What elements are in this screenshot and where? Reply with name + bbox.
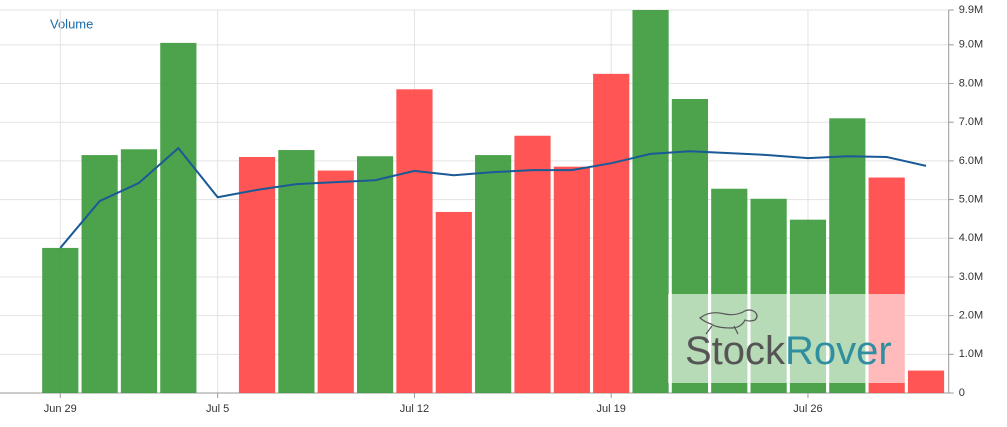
watermark-rover: Rover [785, 329, 892, 373]
bar [907, 370, 945, 393]
y-tick-label: 5.0M [959, 193, 983, 205]
x-tick-label: Jul 12 [400, 403, 429, 415]
bar [632, 10, 669, 393]
bar [81, 155, 118, 393]
bar [435, 211, 472, 393]
bar [396, 89, 433, 394]
bar [278, 150, 315, 393]
y-tick-label: 1.0M [959, 348, 983, 360]
y-tick-label: 2.0M [959, 310, 983, 322]
y-tick-label: 6.0M [959, 155, 983, 167]
y-tick-label: 9.9M [959, 4, 983, 16]
x-tick-label: Jul 5 [206, 403, 229, 415]
y-tick-label: 9.0M [959, 39, 983, 51]
watermark-box [668, 294, 906, 383]
bar [553, 166, 590, 393]
bar [356, 156, 394, 393]
watermark-stock: Stock [685, 329, 786, 373]
y-tick-label: 4.0M [959, 232, 983, 244]
y-tick-label: 3.0M [959, 271, 983, 283]
y-tick-label: 0 [959, 387, 965, 399]
bar [42, 247, 79, 393]
bar [160, 42, 197, 393]
bar [475, 155, 512, 393]
watermark-logo [699, 309, 758, 335]
bar [514, 135, 551, 393]
x-tick-label: Jul 19 [597, 403, 626, 415]
bar [317, 170, 354, 393]
bar [238, 157, 276, 393]
chart-title: Volume [50, 16, 93, 31]
x-tick-label: Jun 29 [44, 403, 77, 415]
watermark: StockRover [668, 294, 906, 383]
bar [120, 149, 158, 393]
y-tick-label: 8.0M [959, 77, 983, 89]
watermark-text: StockRover [685, 329, 892, 373]
line [59, 146, 927, 249]
y-tick-label: 7.0M [959, 116, 983, 128]
bar [593, 73, 630, 393]
x-tick-label: Jul 26 [793, 403, 822, 415]
